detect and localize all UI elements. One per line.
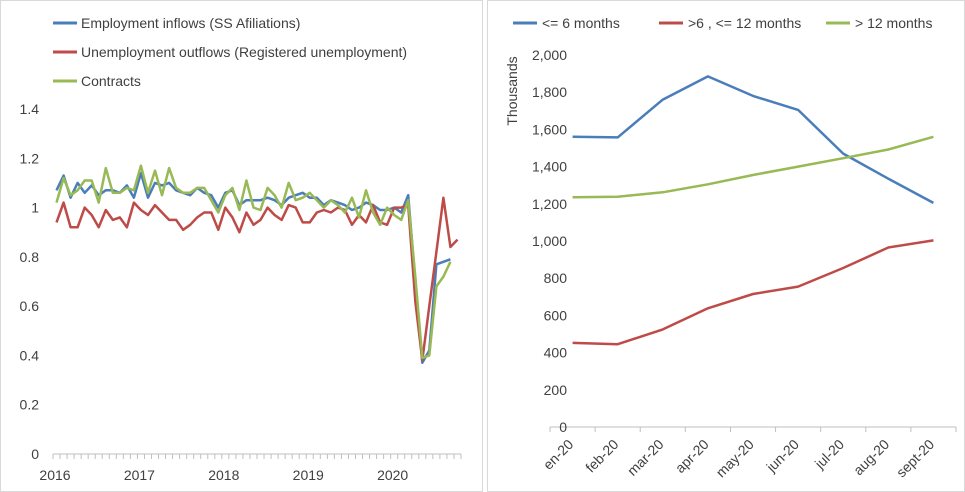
y-tick-label: 1,800 — [532, 84, 567, 100]
x-tick-label: 2020 — [377, 467, 408, 483]
x-category-label: jul-20 — [811, 436, 847, 472]
y-tick-label: 1,600 — [532, 121, 567, 137]
right-chart-panel: 0 200 400 600 800 1,000 1,200 1,400 1,600 1,800 2,… — [487, 0, 965, 492]
y-tick-label: 1.4 — [20, 101, 40, 117]
y-tick-label: 800 — [544, 270, 568, 286]
series-line-6-12-months — [572, 239, 934, 346]
legend-label: > 12 months — [855, 15, 932, 31]
legend-label: >6 , <= 12 months — [688, 15, 801, 31]
series-line-employment-inflows-ss-afiliations — [55, 171, 451, 365]
y-tick-label: 1.2 — [20, 150, 40, 166]
right-chart: 0 200 400 600 800 1,000 1,200 1,400 1,600 1,800 2,… — [504, 15, 957, 480]
y-tick-label: 0 — [31, 446, 39, 462]
x-category-label: may-20 — [713, 436, 757, 480]
x-category-label: jun-20 — [762, 436, 802, 476]
x-category-label: aug-20 — [850, 436, 892, 478]
x-category-label: en-20 — [540, 436, 577, 473]
y-tick-label: 0 — [559, 419, 567, 435]
legend-label: Contracts — [81, 73, 141, 89]
y-tick-label: 0.2 — [20, 397, 40, 413]
y-tick-label: 1,400 — [532, 159, 567, 175]
legend-label: Employment inflows (SS Afiliations) — [81, 15, 300, 31]
series-line-contracts — [55, 164, 452, 360]
y-tick-label: 0.8 — [20, 249, 40, 265]
x-category-label: feb-20 — [582, 436, 622, 476]
series-line-unemployment-outflows-registered-unemployment — [55, 196, 459, 362]
x-tick-label: 2017 — [124, 467, 155, 483]
legend-label: <= 6 months — [542, 15, 620, 31]
y-tick-label: 1 — [31, 200, 39, 216]
y-tick-label: 200 — [544, 382, 568, 398]
x-category-label: apr-20 — [672, 436, 712, 476]
legend-label: Unemployment outflows (Registered unempl… — [81, 44, 407, 60]
x-category-label: mar-20 — [624, 436, 667, 479]
y-tick-label: 1,000 — [532, 233, 567, 249]
y-axis-title: Thousands — [504, 56, 520, 125]
y-tick-label: 2,000 — [532, 47, 567, 63]
y-tick-label: 600 — [544, 307, 568, 323]
left-chart: 0 0.2 0.4 0.6 0.8 1 1.2 1.4 2016 2017 2018 2019 2020… — [20, 15, 462, 483]
y-tick-label: 0.4 — [20, 347, 40, 363]
x-tick-label: 2019 — [293, 467, 324, 483]
y-tick-label: 400 — [544, 345, 568, 361]
x-category-label: sept-20 — [893, 436, 937, 480]
y-tick-label: 0.6 — [20, 298, 40, 314]
x-tick-label: 2016 — [39, 467, 70, 483]
x-tick-label: 2018 — [208, 467, 239, 483]
series-line-12-months — [572, 135, 934, 199]
left-chart-panel: 0 0.2 0.4 0.6 0.8 1 1.2 1.4 2016 2017 2018 2019 2020… — [0, 0, 483, 492]
y-tick-label: 1,200 — [532, 196, 567, 212]
series-line-6-months — [572, 75, 934, 205]
